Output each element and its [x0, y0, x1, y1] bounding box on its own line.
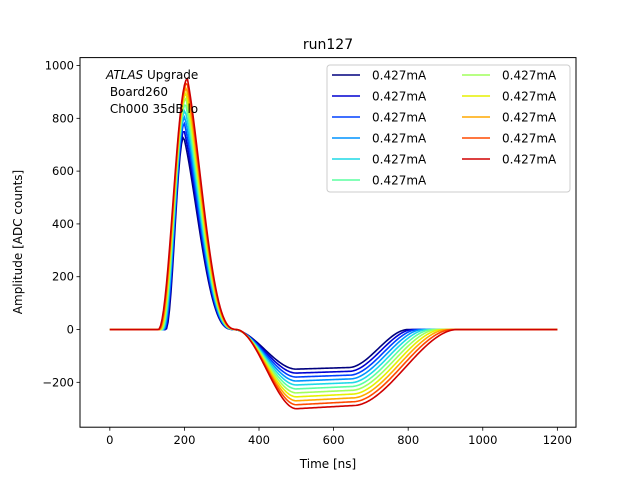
x-tick-label: 1000	[468, 433, 497, 447]
y-axis-label: Amplitude [ADC counts]	[11, 170, 25, 314]
annotation-line-3: Ch000 35dB lo	[106, 102, 198, 116]
plot-frame	[79, 57, 577, 428]
legend-label: 0.427mA	[372, 174, 427, 188]
legend-label: 0.427mA	[502, 132, 557, 146]
legend-label: 0.427mA	[372, 69, 427, 83]
x-axis-ticks: 0 200 400 600 800 1000 1200	[106, 427, 572, 447]
legend-frame	[326, 64, 571, 193]
x-tick-label: 400	[248, 433, 270, 447]
legend-label: 0.427mA	[372, 132, 427, 146]
chart-title: run127	[303, 37, 353, 53]
annotation-italic: ATLAS	[105, 68, 144, 82]
annotation-line-1-rest: Upgrade	[143, 68, 198, 82]
x-axis-label: Time [ns]	[299, 457, 356, 471]
x-tick-label: 200	[173, 433, 195, 447]
y-axis-ticks: −200 0 200 400 600 800 1000	[42, 59, 80, 389]
annotation-line-1: ATLAS Upgrade	[105, 68, 198, 82]
x-tick-label: 600	[323, 433, 345, 447]
y-tick-label: 400	[52, 217, 74, 231]
y-tick-label: 200	[52, 270, 74, 284]
series-layer	[109, 76, 558, 410]
legend-label: 0.427mA	[502, 69, 557, 83]
y-tick-label: 1000	[45, 59, 74, 73]
y-tick-label: 600	[52, 164, 74, 178]
annotation-line-2: Board260	[106, 85, 168, 99]
legend: 0.427mA 0.427mA 0.427mA 0.427mA 0.427mA 0.427…	[326, 64, 571, 193]
legend-label: 0.427mA	[502, 111, 557, 125]
legend-label: 0.427mA	[372, 90, 427, 104]
legend-label: 0.427mA	[372, 111, 427, 125]
legend-label: 0.427mA	[372, 153, 427, 167]
x-tick-label: 800	[397, 433, 419, 447]
y-tick-label: −200	[42, 375, 74, 389]
y-tick-label: 800	[52, 111, 74, 125]
legend-label: 0.427mA	[502, 153, 557, 167]
atlas-annotation: ATLAS Upgrade Board260 Ch000 35dB lo	[105, 68, 198, 116]
series-line-11	[109, 76, 558, 410]
legend-label: 0.427mA	[502, 90, 557, 104]
y-tick-label: 0	[67, 323, 74, 337]
legend-items: 0.427mA 0.427mA 0.427mA 0.427mA 0.427mA 0.427…	[332, 69, 557, 188]
x-tick-label: 1200	[543, 433, 572, 447]
x-tick-label: 0	[106, 433, 113, 447]
